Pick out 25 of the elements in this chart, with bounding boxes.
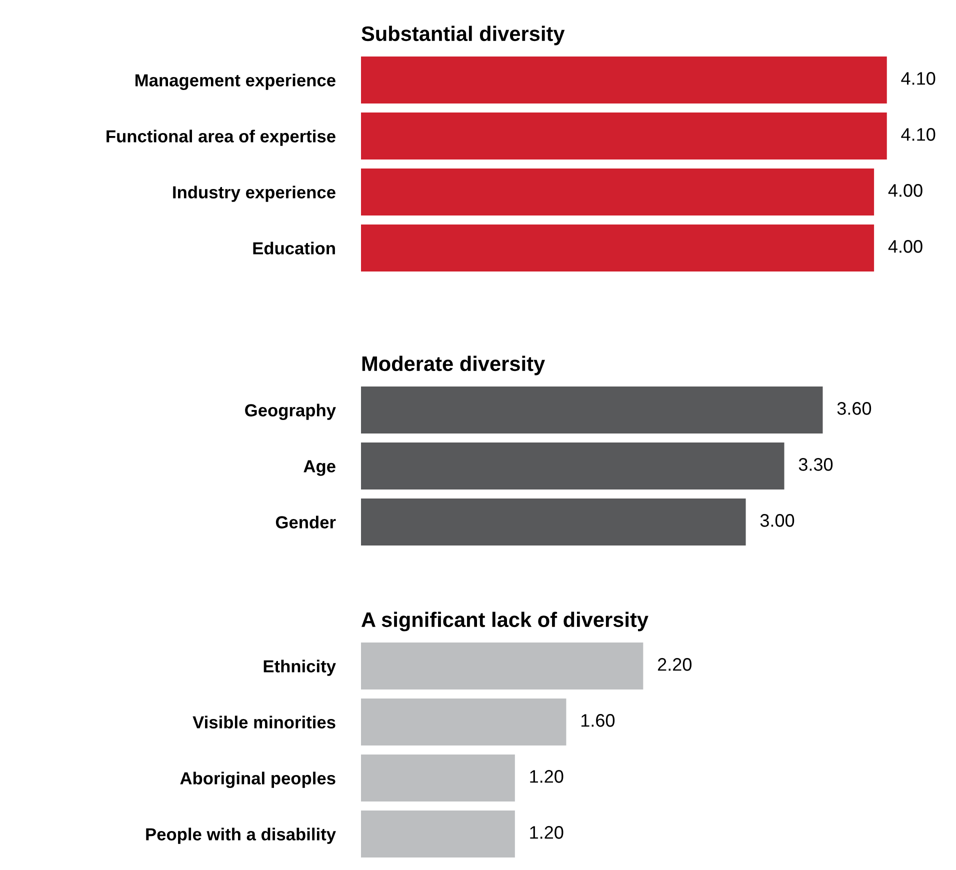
y-tick-label: Gender (276, 516, 336, 528)
data-label: 1.20 (530, 770, 564, 783)
data-label: 2.20 (658, 658, 692, 671)
y-tick-label: Aboriginal peoples (180, 772, 336, 788)
chart-title: Substantial diversity (362, 26, 565, 46)
y-tick-label: Industry experience (173, 186, 336, 202)
data-label: 3.00 (760, 514, 794, 527)
y-tick-label: Management experience (136, 74, 336, 90)
data-label: 3.60 (837, 402, 872, 415)
y-tick-label: People with a disability (146, 828, 336, 844)
data-label: 4.00 (888, 184, 922, 197)
y-tick-label: Age (304, 460, 336, 476)
y-tick-label: Ethnicity (264, 660, 336, 676)
data-label: 1.60 (581, 714, 615, 727)
y-tick-label: Visible minorities (192, 716, 336, 728)
chart-title: Moderate diversity (362, 356, 545, 376)
data-label: 4.10 (901, 128, 936, 141)
y-tick-label: Education (253, 242, 335, 254)
data-label: 4.10 (901, 72, 936, 85)
y-tick-label: Geography (245, 404, 336, 420)
data-label: 3.30 (798, 458, 833, 471)
data-label: 4.00 (888, 240, 922, 253)
data-label: 1.20 (530, 826, 564, 839)
chart-title: A significant lack of diversity (362, 612, 648, 632)
y-tick-label: Functional area of expertise (106, 130, 336, 146)
